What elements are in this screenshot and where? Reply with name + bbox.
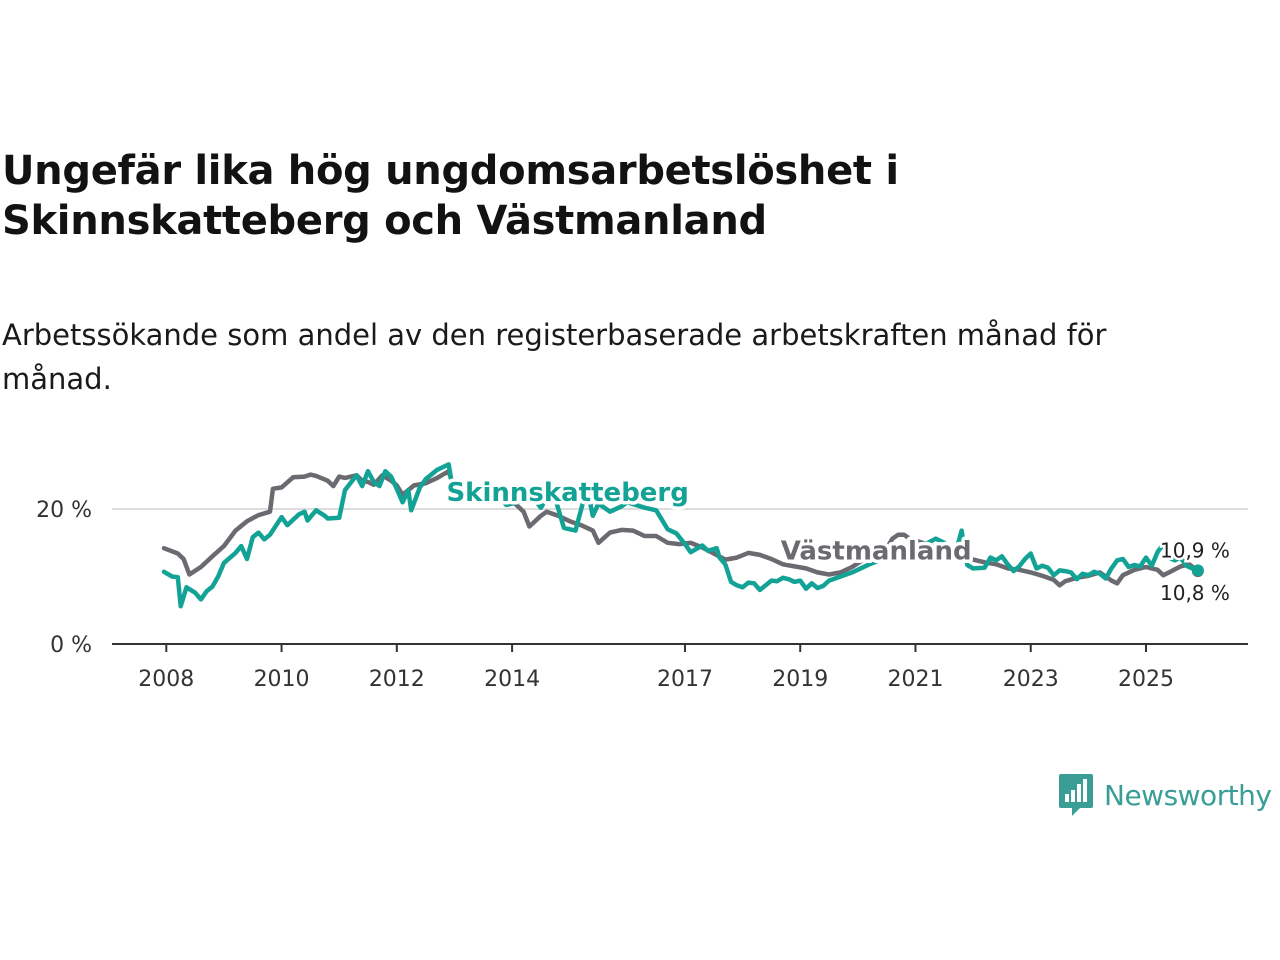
y-tick-label: 20 % (36, 498, 92, 523)
newsworthy-logo: Newsworthy (1058, 772, 1272, 818)
bar-chart-icon (1059, 774, 1093, 816)
x-tick-label: 2025 (1118, 667, 1174, 692)
axes: 0 % 20 % 2008 2010 2012 2014 2017 2019 2021 2023 2… (36, 498, 1248, 692)
x-tick-label: 2014 (484, 667, 540, 692)
x-tick-label: 2019 (772, 667, 828, 692)
x-tick-label: 2012 (369, 667, 425, 692)
series-label-skinnskatteberg: Skinnskatteberg (446, 478, 688, 508)
chart-title: Ungefär lika hög ungdomsarbetslöshet i S… (2, 148, 899, 244)
x-tick-label: 2017 (657, 667, 713, 692)
series-line-vstmanland (161, 468, 1201, 588)
brand-name: Newsworthy (1104, 778, 1272, 812)
end-value-label: 10,9 % (1160, 538, 1230, 562)
x-tick-label: 2023 (1003, 667, 1059, 692)
series-line-skinnskatteberg (161, 462, 1201, 609)
line-chart: 0 % 20 % 2008 2010 2012 2014 2017 2019 2021 2023 2… (36, 462, 1248, 692)
series-lines (161, 462, 1204, 609)
end-value-label: 10,8 % (1160, 581, 1230, 605)
x-tick-label: 2010 (254, 667, 310, 692)
x-tick-label: 2021 (887, 667, 943, 692)
chart-subtitle: Arbetssökande som andel av den registerb… (2, 318, 1107, 396)
series-end-marker (1191, 564, 1204, 577)
series-label-vstmanland: Västmanland (781, 537, 972, 567)
y-tick-label: 0 % (50, 633, 92, 658)
labels: 10,8 % 10,9 % Skinnskatteberg Västmanland (443, 474, 1232, 607)
x-tick-label: 2008 (138, 667, 194, 692)
